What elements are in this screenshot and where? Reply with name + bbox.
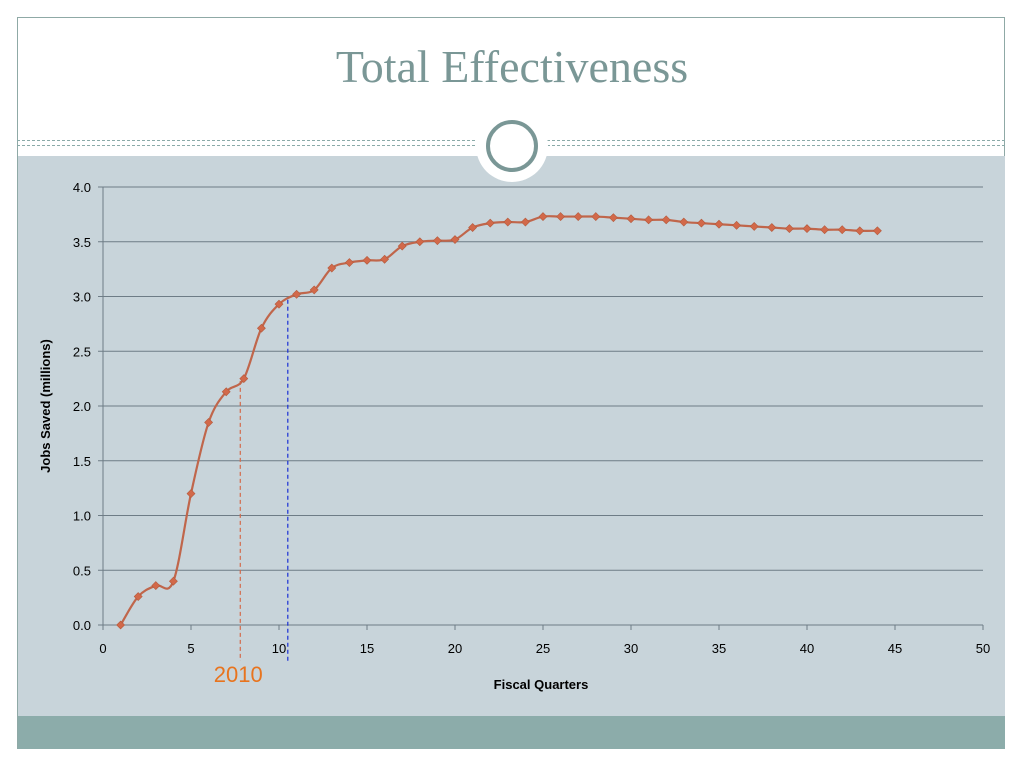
gridlines <box>103 186 983 571</box>
data-point-34 <box>714 219 724 229</box>
data-point-4 <box>186 489 196 499</box>
data-point-39 <box>802 224 812 234</box>
data-point-9 <box>274 299 284 309</box>
series-jobs-saved <box>116 212 882 630</box>
x-tick-label-7: 35 <box>712 641 726 656</box>
x-axis-title: Fiscal Quarters <box>494 677 589 692</box>
data-point-7 <box>239 374 249 384</box>
data-point-26 <box>573 212 583 221</box>
data-point-6 <box>221 387 231 397</box>
data-point-37 <box>767 223 777 232</box>
data-point-3 <box>168 576 178 586</box>
data-point-14 <box>362 255 372 265</box>
x-tick-label-0: 0 <box>99 641 106 656</box>
data-point-22 <box>503 217 513 227</box>
data-point-35 <box>732 220 742 230</box>
x-tick-label-6: 30 <box>624 641 638 656</box>
data-point-40 <box>820 225 830 235</box>
data-point-11 <box>309 285 319 295</box>
x-tick-labels: 0 5 10 15 20 25 30 35 40 45 50 <box>99 641 990 656</box>
data-point-20 <box>468 223 478 232</box>
annotations: 2010 <box>214 299 289 687</box>
data-point-10 <box>292 289 302 299</box>
ring-icon <box>486 120 538 172</box>
data-point-29 <box>626 214 636 224</box>
data-point-24 <box>538 212 548 221</box>
data-point-8 <box>256 323 266 333</box>
y-tick-label-4: 2.0 <box>73 399 91 414</box>
slide-title: Total Effectiveness <box>335 41 689 92</box>
series-line <box>119 215 878 626</box>
data-point-27 <box>591 212 601 221</box>
data-point-38 <box>784 224 794 234</box>
data-point-17 <box>415 237 425 247</box>
data-point-42 <box>855 226 865 236</box>
data-point-32 <box>679 217 689 227</box>
y-tick-label-7: 3.5 <box>73 235 91 250</box>
data-point-28 <box>608 213 618 223</box>
data-point-43 <box>872 226 882 236</box>
data-point-5 <box>204 418 214 427</box>
y-tick-label-5: 2.5 <box>73 344 91 359</box>
data-point-16 <box>397 241 407 251</box>
data-point-18 <box>432 236 442 246</box>
data-point-12 <box>327 263 337 273</box>
y-tick-label-6: 3.0 <box>73 290 91 305</box>
data-point-19 <box>450 235 460 244</box>
x-tick-label-4: 20 <box>448 641 462 656</box>
x-tick-label-3: 15 <box>360 641 374 656</box>
y-tick-label-3: 1.5 <box>73 454 91 469</box>
x-tick-label-1: 5 <box>187 641 194 656</box>
data-point-2 <box>151 581 161 591</box>
data-point-41 <box>837 225 847 235</box>
axes <box>98 186 984 630</box>
footer-band <box>18 716 1005 749</box>
data-point-13 <box>344 258 354 267</box>
x-tick-label-2: 10 <box>272 641 286 656</box>
data-point-33 <box>696 218 706 228</box>
y-tick-label-0: 0.0 <box>73 618 91 633</box>
x-tick-label-9: 45 <box>888 641 902 656</box>
data-point-0 <box>116 620 126 630</box>
x-tick-label-5: 25 <box>536 641 550 656</box>
chart-background <box>18 156 1005 716</box>
data-point-31 <box>661 215 671 225</box>
y-tick-label-2: 1.0 <box>73 509 91 524</box>
y-tick-labels: 0.0 0.5 1.0 1.5 2.0 2.5 3.0 3.5 4.0 <box>73 180 91 633</box>
y-axis-title: Jobs Saved (millions) <box>38 339 53 473</box>
x-tick-label-8: 40 <box>800 641 814 656</box>
data-point-15 <box>380 254 390 264</box>
y-tick-label-1: 0.5 <box>73 563 91 578</box>
x-tick-label-10: 50 <box>976 641 990 656</box>
data-point-1 <box>133 592 143 601</box>
y-tick-label-8: 4.0 <box>73 180 91 195</box>
data-point-36 <box>749 221 759 231</box>
data-point-21 <box>485 218 495 228</box>
data-point-25 <box>556 212 566 221</box>
annotation-label-0: 2010 <box>214 662 263 687</box>
divider-ornament <box>476 110 548 182</box>
data-point-30 <box>644 215 654 225</box>
data-point-23 <box>520 217 530 227</box>
